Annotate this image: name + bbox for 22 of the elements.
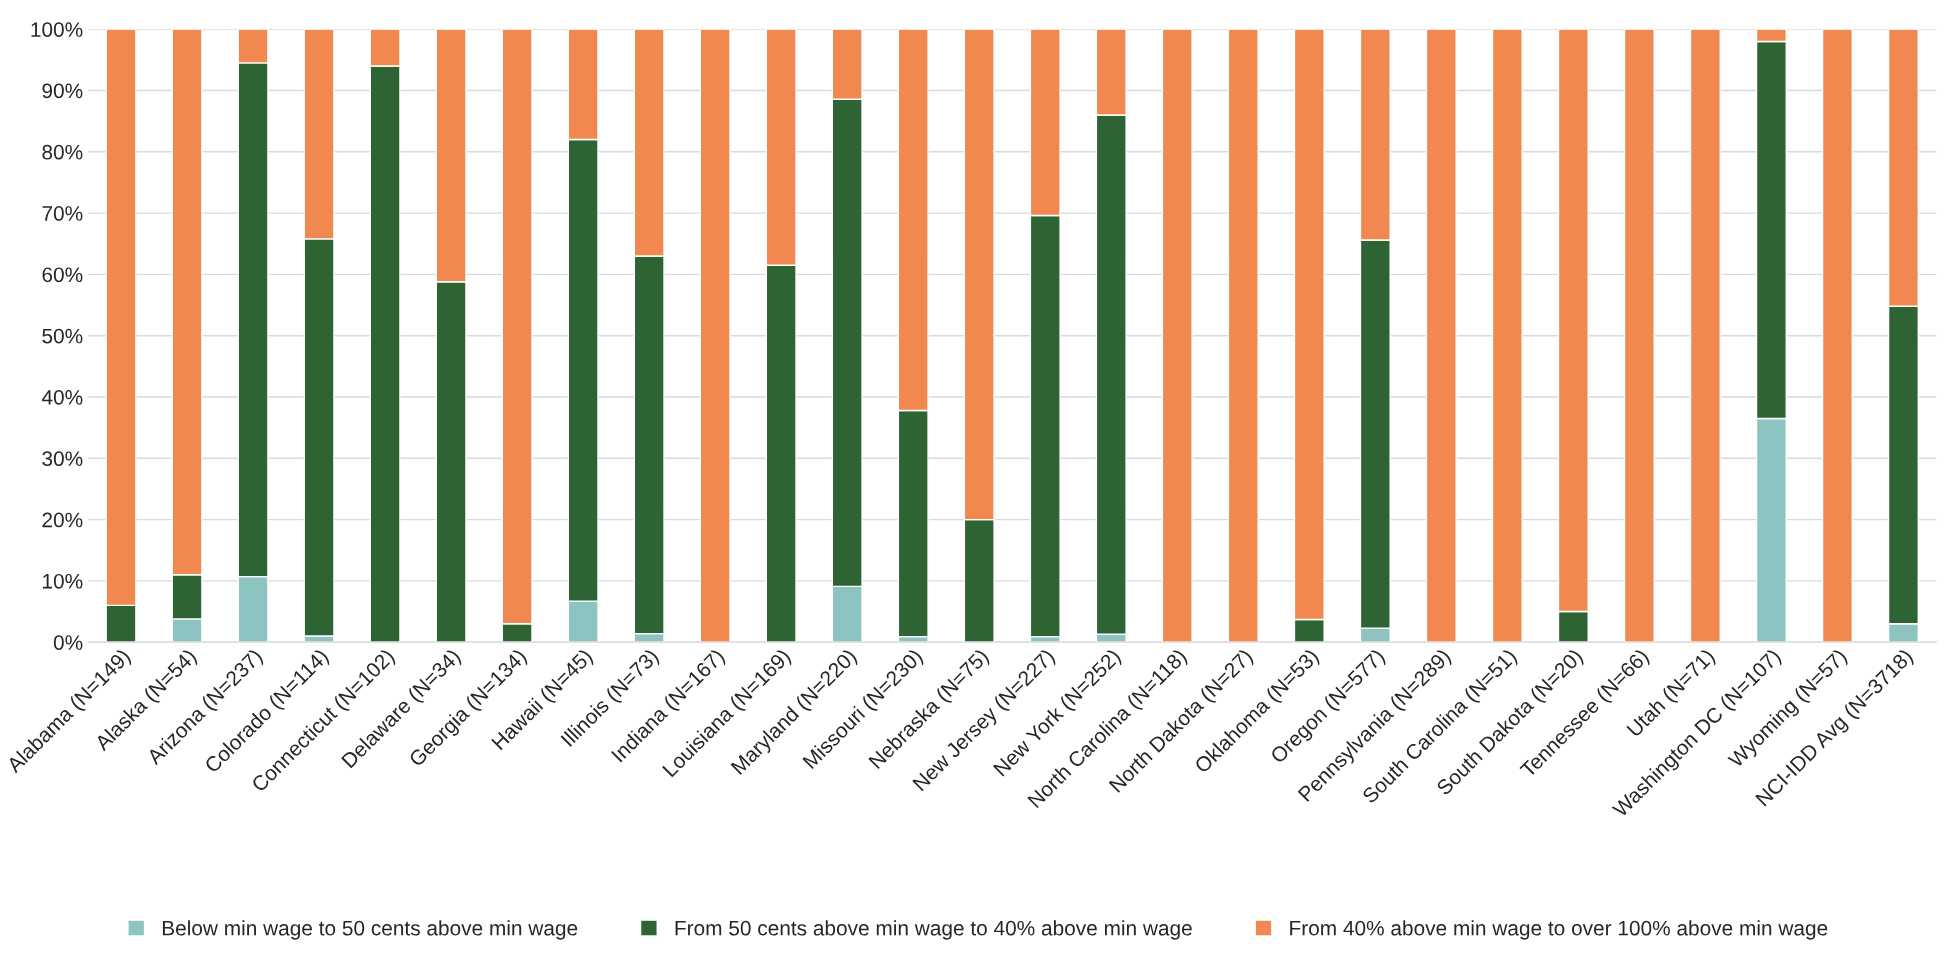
y-tick-label: 10% (43, 573, 83, 589)
bar (1425, 29, 1457, 643)
bar (1491, 29, 1523, 643)
legend-label: From 50 cents above min wage to 40% above min wage (675, 920, 1192, 940)
bar (699, 29, 731, 643)
bar (1821, 29, 1853, 643)
y-tick-label: 20% (42, 512, 83, 528)
bar (1623, 29, 1655, 643)
bar (1161, 29, 1193, 643)
y-tick-label: 70% (42, 206, 83, 221)
y-tick-label: 80% (42, 144, 83, 160)
legend-label: From 40% above min wage to over 100% above min wage (1290, 920, 1828, 940)
y-tick-label: 90% (42, 83, 83, 99)
y-tick-label: 100% (31, 22, 83, 37)
legend-label: Below min wage to 50 cents above min wage (162, 920, 578, 940)
y-tick-label: 60% (42, 267, 83, 283)
bar (1689, 29, 1721, 643)
bar (1227, 29, 1259, 643)
y-tick-label: 0% (53, 635, 83, 650)
y-tick-label: 40% (41, 389, 83, 405)
y-tick-label: 50% (42, 328, 83, 344)
y-tick-label: 30% (42, 451, 83, 467)
